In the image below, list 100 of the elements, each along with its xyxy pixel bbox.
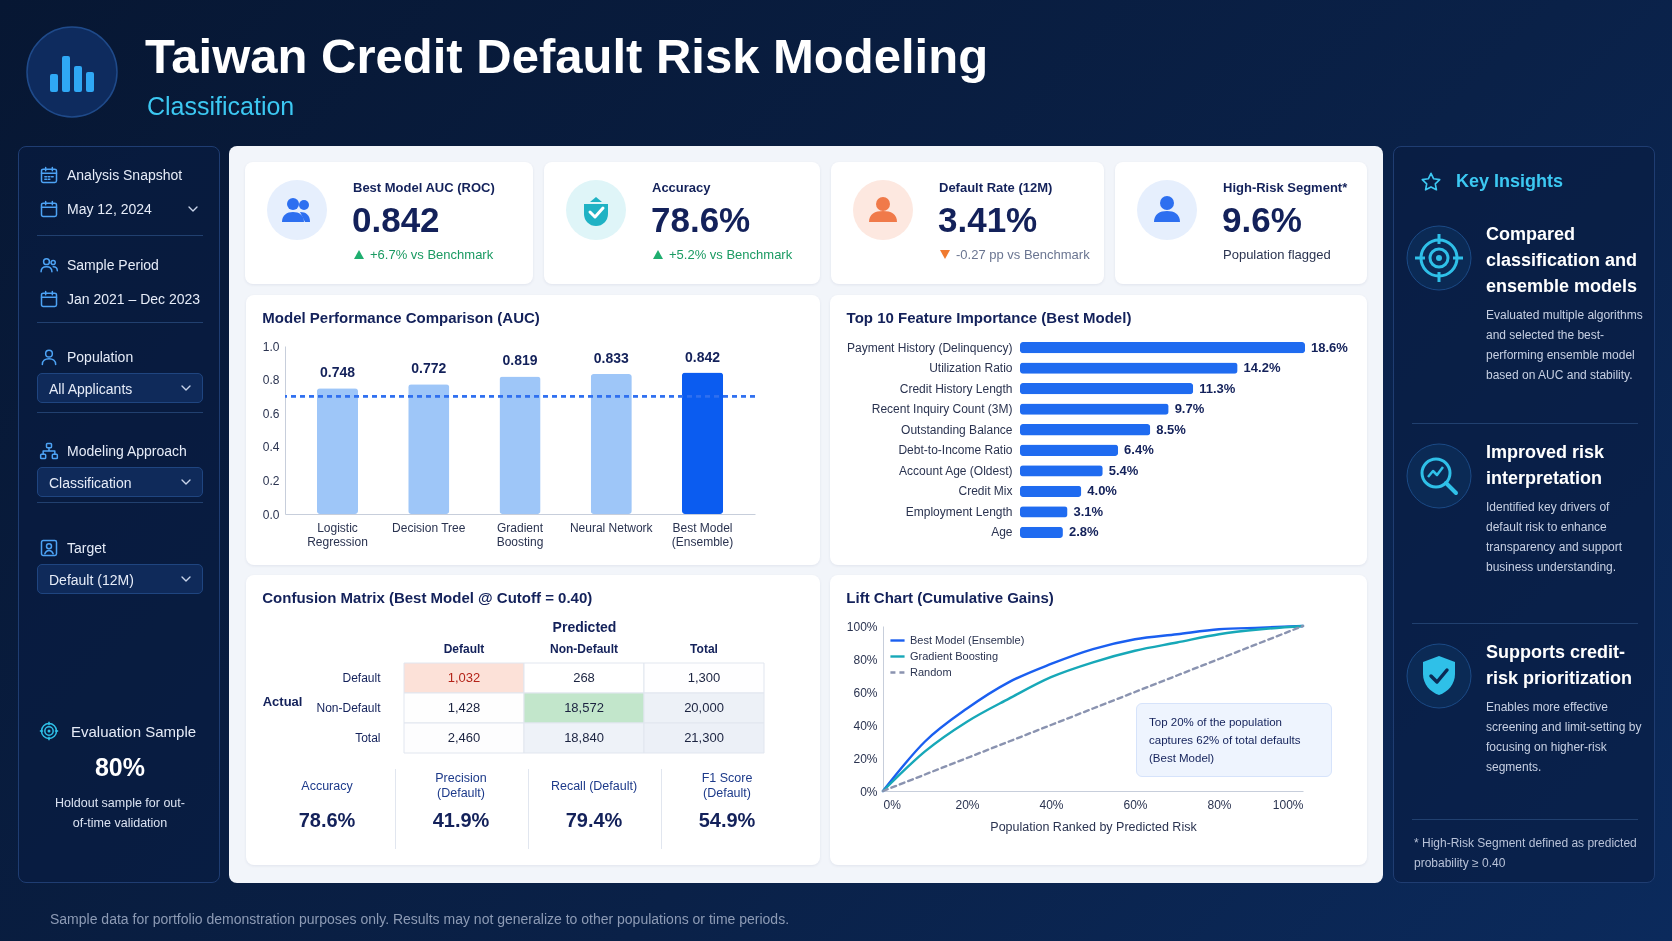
text: Default Rate (12M) (939, 180, 1053, 195)
bar (1020, 342, 1305, 354)
chart-title: Model Performance Comparison (AUC) (262, 309, 540, 326)
data-label: 8.5% (1156, 421, 1187, 437)
x-tick-label: 100% (1272, 797, 1304, 812)
data-label: 268 (573, 670, 595, 685)
text: Default (12M) (49, 572, 134, 588)
data-label: 18.6% (1311, 339, 1349, 355)
data-label: 1,428 (447, 700, 481, 715)
x-tick-label: Decision Tree (392, 520, 466, 535)
y-tick-label: Total (355, 731, 381, 745)
data-label: 2,460 (447, 730, 481, 745)
text: 54.9% (697, 809, 757, 832)
data-label: 18,840 (564, 730, 604, 745)
y-tick-label: 40% (853, 718, 878, 733)
text: Taiwan Credit Default Risk Modeling (145, 28, 989, 84)
legend-label: Best Model (Ensemble) (910, 633, 1025, 646)
data-label: 0.833 (593, 350, 629, 367)
data-label: 6.4% (1124, 442, 1155, 458)
data-label: 5.4% (1108, 462, 1139, 478)
x-tick-label: Total (690, 641, 718, 656)
data-label: 9.7% (1174, 401, 1205, 417)
data-label: 2.8% (1068, 524, 1099, 540)
x-tick-label: Gradient Boosting (496, 520, 544, 549)
text: F1 Score (Default) (700, 770, 754, 802)
chart-title: Lift Chart (Cumulative Gains) (846, 589, 1054, 606)
y-tick-label: Age (991, 525, 1013, 540)
text: 41.9% (431, 809, 491, 832)
text: Population (67, 349, 134, 365)
x-tick-label: Neural Network (569, 520, 654, 535)
x-tick-label: Best Model (Ensemble) (671, 520, 734, 549)
x-tick-label: Default (443, 641, 485, 656)
y-axis-title: Actual (262, 693, 303, 709)
text: Enables more effective screening and limit-setting by focusing on higher-risk segments. (1486, 699, 1643, 776)
data-label: 3.1% (1073, 503, 1104, 519)
text: Evaluation Sample (71, 723, 197, 740)
bar (316, 388, 359, 514)
y-tick-label: 0.0 (262, 507, 280, 522)
x-axis-title: Predicted (552, 618, 617, 635)
data-label: 0.748 (319, 364, 356, 381)
text: Accuracy (652, 180, 711, 195)
x-axis-title: Population Ranked by Predicted Risk (990, 819, 1198, 834)
text: Jan 2021 – Dec 2023 (67, 291, 201, 307)
text: Classification (147, 92, 295, 121)
text: Classification (49, 475, 132, 491)
bar (1020, 526, 1063, 538)
data-label: 0.842 (685, 348, 721, 365)
x-tick-label: 80% (1207, 797, 1232, 812)
text: Improved risk interpretation (1486, 441, 1606, 490)
y-tick-label: Default (342, 671, 382, 685)
data-label: 0.772 (411, 360, 447, 377)
data-label: 1,300 (687, 670, 721, 685)
text: Evaluated multiple algorithms and selected the best-performing ensemble model based on AUC and stability. (1486, 307, 1644, 384)
data-label: 0.819 (502, 352, 538, 369)
text: May 12, 2024 (67, 201, 152, 217)
y-tick-label: Debt-to-Income Ratio (898, 443, 1013, 458)
chart-title: Confusion Matrix (Best Model @ Cutoff = 0.40) (262, 589, 593, 606)
bar (1020, 485, 1082, 497)
text: Target (67, 540, 106, 556)
text: Holdout sample for out-of-time validation (55, 795, 185, 832)
y-tick-label: Account Age (Oldest) (899, 463, 1013, 478)
text: -0.27 pp vs Benchmark (956, 247, 1090, 262)
y-tick-label: 100% (846, 619, 878, 634)
data-label: 11.3% (1199, 380, 1236, 396)
y-tick-label: 80% (853, 652, 878, 667)
legend-label: Random (910, 665, 952, 678)
y-tick-label: 0.4 (262, 440, 280, 455)
y-tick-label: Employment Length (905, 504, 1013, 519)
bar (681, 372, 724, 514)
text: 78.6% (651, 200, 751, 240)
x-tick-label: Logistic Regression (307, 520, 368, 549)
y-tick-label: Payment History (Delinquency) (847, 340, 1013, 355)
y-tick-label: 0.6 (262, 406, 280, 421)
text: Key Insights (1456, 171, 1564, 192)
chart-title: Top 10 Feature Importance (Best Model) (846, 309, 1132, 326)
x-tick-label: 0% (883, 797, 902, 812)
text: 78.6% (297, 809, 357, 832)
bar (1020, 424, 1151, 436)
bar (1020, 383, 1194, 395)
y-tick-label: 0.2 (262, 473, 280, 488)
data-label: 14.2% (1243, 360, 1281, 376)
text: Best Model AUC (ROC) (353, 180, 495, 195)
data-label: 21,300 (684, 730, 724, 745)
y-tick-label: Recent Inquiry Count (3M) (871, 402, 1013, 417)
bar (408, 384, 450, 514)
y-tick-label: 1.0 (262, 339, 280, 354)
text: Accuracy (300, 777, 354, 795)
data-label: 18,572 (564, 700, 604, 715)
text: Sample data for portfolio demonstration purposes only. Results may not generalize to other populations or time periods. (50, 911, 790, 927)
y-tick-label: Credit Mix (958, 484, 1013, 499)
text: Analysis Snapshot (67, 167, 183, 183)
text: 0.842 (352, 200, 440, 240)
y-tick-label: 20% (853, 751, 878, 766)
bar (1020, 444, 1119, 456)
x-tick-label: 40% (1039, 797, 1064, 812)
y-tick-label: Credit History Length (899, 381, 1013, 396)
y-tick-label: 0.8 (262, 373, 280, 388)
data-label: 20,000 (684, 700, 724, 715)
data-label: 4.0% (1087, 483, 1118, 499)
line-series (881, 624, 1305, 793)
